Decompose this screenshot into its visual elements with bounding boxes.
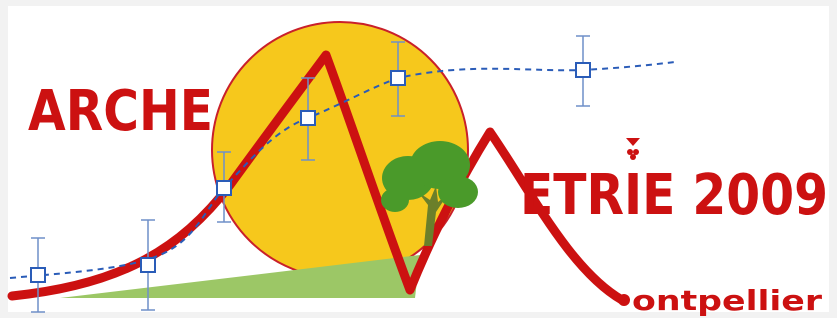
marker	[576, 63, 590, 77]
right-text: ETRIE 2009	[520, 163, 828, 228]
city-text: ontpellier	[632, 284, 822, 317]
grape	[633, 149, 639, 155]
logo: ARCHE ETRIE 2009 ontpellier	[0, 0, 837, 318]
marker	[301, 111, 315, 125]
left-text: ARCHE	[28, 79, 213, 144]
grape	[627, 149, 633, 155]
body: ARCHE ETRIE 2009 ontpellier (() => { con…	[0, 0, 837, 318]
line-dot	[618, 294, 630, 306]
page: {"logo": {"left_text": "ARCHE", "right_t…	[0, 0, 837, 318]
grape	[630, 154, 636, 160]
tree-crown	[381, 188, 409, 212]
tree-crown	[438, 176, 478, 208]
marker	[391, 71, 405, 85]
marker	[217, 181, 231, 195]
marker	[141, 258, 155, 272]
marker	[31, 268, 45, 282]
